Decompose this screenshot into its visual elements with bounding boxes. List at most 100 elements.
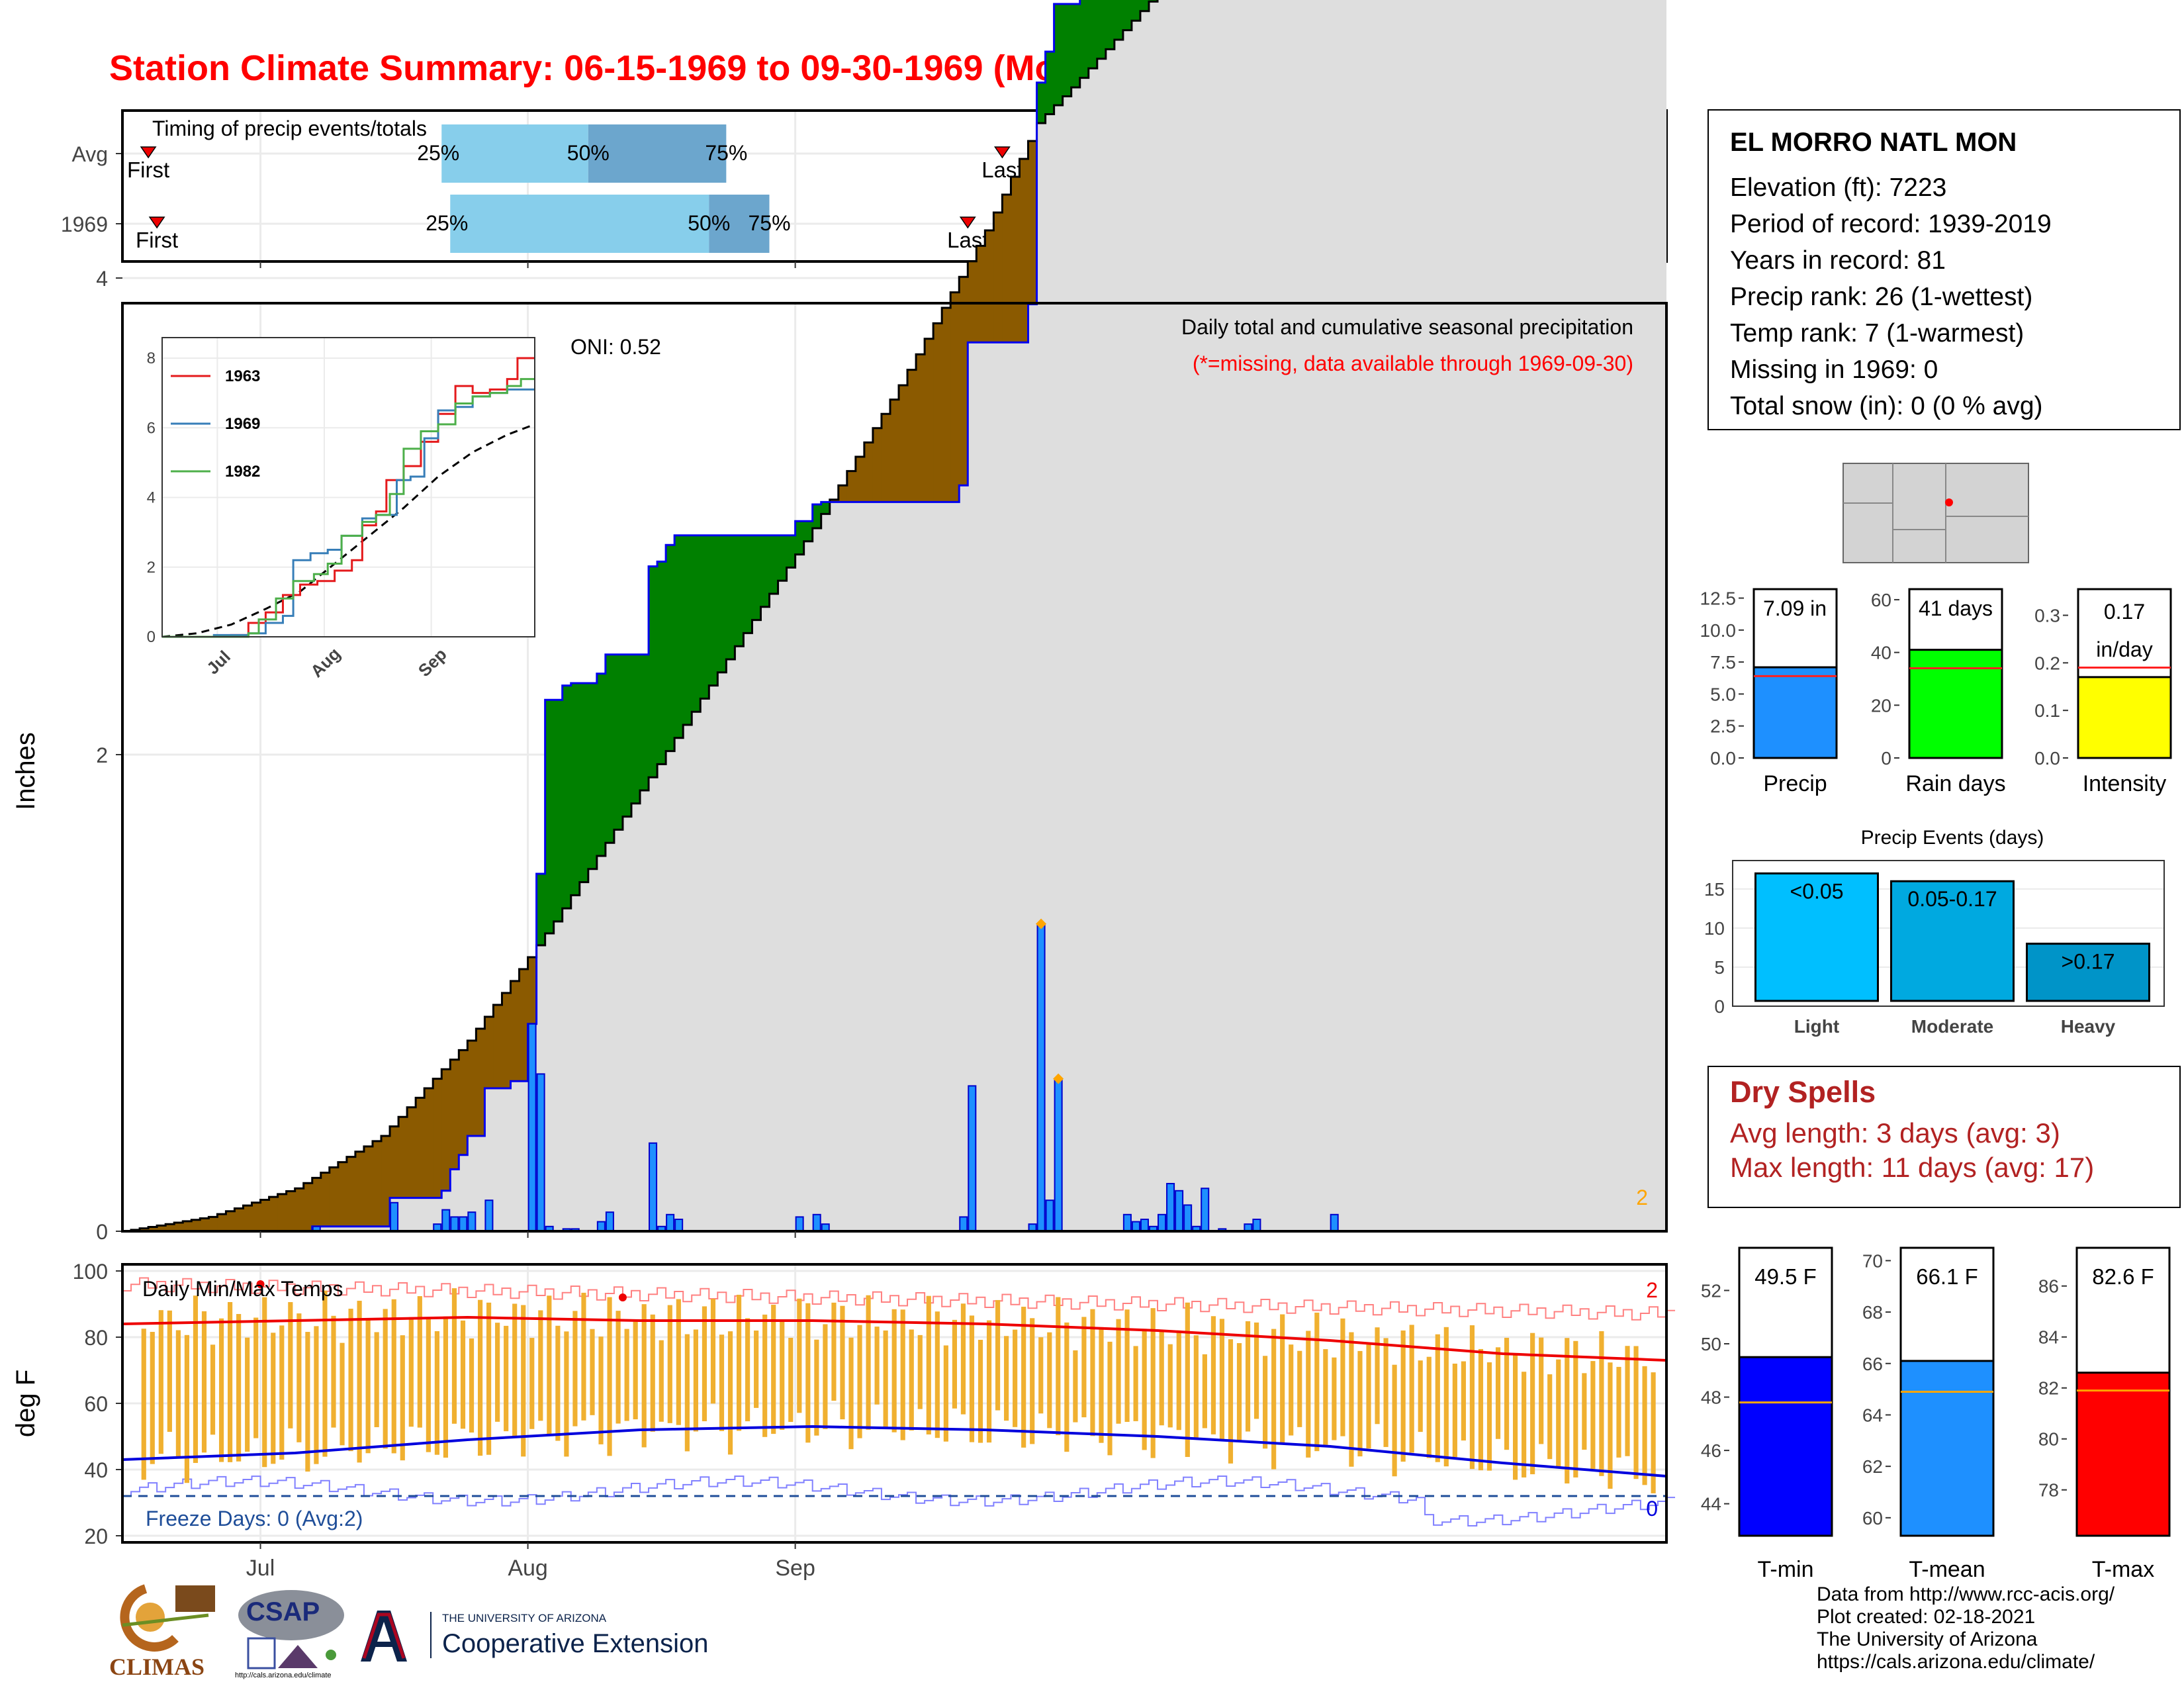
temp-daily-bar [1400, 1330, 1406, 1462]
temp-daily-bar [840, 1305, 845, 1420]
temp-daily-bar [408, 1317, 414, 1427]
temp-daily-bar [1107, 1341, 1113, 1456]
temp-daily-bar [978, 1339, 983, 1443]
precip-deficit-fill [527, 957, 537, 1024]
precip-summary-bar [1752, 666, 1838, 759]
precip-deficit-fill [277, 1194, 287, 1231]
rain-days-summary-tick-label: 0 [1881, 748, 1891, 769]
precip-daily-bar [1330, 1213, 1339, 1233]
precip-deficit-fill [234, 1208, 244, 1231]
precip-deficit-fill [381, 1136, 390, 1227]
temp-daily-bar [193, 1295, 199, 1464]
inset-y-tick-label: 6 [147, 419, 156, 437]
precip-y-tick-label: 0 [96, 1220, 108, 1244]
climas-logo-mark [120, 1584, 215, 1652]
precip-record-marker [1036, 918, 1047, 929]
temp-daily-bar [624, 1329, 629, 1421]
precip-summary-tick-label: 10.0 [1700, 620, 1737, 641]
intensity-summary-unit: in/day [2096, 637, 2152, 661]
precip-deficit-fill [433, 1078, 442, 1198]
intensity-summary-label: Intensity [2083, 771, 2167, 796]
temp-daily-bar [943, 1345, 948, 1442]
precip-surplus-fill [1088, 0, 1098, 69]
tmax-summary-tick-label: 78 [2038, 1480, 2059, 1501]
timing-bar-25-50 [450, 195, 709, 253]
temp-daily-bar [633, 1321, 638, 1420]
precip-deficit-fill [226, 1211, 236, 1231]
precip-daily-bar [1175, 1190, 1184, 1233]
temp-daily-bar [391, 1299, 396, 1454]
intensity-summary-bar [2077, 676, 2172, 759]
x-tick-label: Jul [246, 1556, 275, 1581]
precip-surplus-fill [1114, 0, 1124, 40]
tmean-summary-tick-label: 64 [1862, 1405, 1883, 1425]
precip-surplus-fill [735, 535, 745, 647]
credit-line: Data from http://www.rcc-acis.org/ [1817, 1583, 2115, 1605]
precip-deficit-fill [312, 1178, 322, 1227]
credit-line: The University of Arizona [1817, 1628, 2038, 1650]
temp-daily-bar [1081, 1317, 1087, 1418]
station-missing: Missing in 1969: 0 [1730, 355, 1938, 384]
inset-y-tick-label: 4 [147, 489, 156, 507]
temp-daily-bar [883, 1330, 888, 1427]
precip-events-title: Precip Events (days) [1861, 827, 2044, 849]
temp-daily-bar [305, 1332, 310, 1472]
temp-daily-bar [296, 1313, 302, 1442]
temp-daily-bar [762, 1314, 768, 1437]
precip-deficit-fill [260, 1199, 270, 1231]
tmin-summary-value: 49.5 F [1754, 1264, 1817, 1289]
dry-spells-panel: Dry Spells Avg length: 3 days (avg: 3) M… [1707, 1066, 2181, 1208]
rain-days-summary-label: Rain days [1905, 771, 2005, 796]
temp-daily-bar [797, 1298, 802, 1413]
temp-daily-bar [1263, 1356, 1268, 1449]
precip-deficit-fill [174, 1223, 183, 1231]
temp-daily-bar [934, 1311, 940, 1438]
temp-daily-bar [659, 1340, 664, 1422]
tmean-summary-tick-label: 66 [1862, 1354, 1883, 1374]
temp-daily-bar [1616, 1366, 1621, 1458]
precip-deficit-fill [329, 1167, 339, 1227]
temp-daily-bar [1219, 1319, 1225, 1440]
ua-a-logo-mark [361, 1611, 407, 1662]
precip-surplus-fill [674, 535, 684, 738]
precip-events-frame [1732, 860, 2165, 1007]
temp-daily-bar [1469, 1325, 1475, 1470]
precip-deficit-fill [1028, 141, 1038, 305]
temp-daily-bar [150, 1332, 155, 1464]
intensity-summary-tick-label: 0.2 [2034, 653, 2060, 673]
temp-daily-bar [167, 1310, 172, 1432]
precip-count-marker: 2 [1636, 1186, 1648, 1209]
tmean-summary-tick-label: 68 [1862, 1302, 1883, 1323]
temp-daily-bar [218, 1318, 224, 1462]
precip-deficit-fill [200, 1218, 209, 1231]
precip-base-area [122, 0, 1666, 1231]
temp-daily-bar [909, 1329, 914, 1430]
precip-surplus-fill [717, 535, 727, 673]
precip-deficit-fill [838, 485, 848, 502]
temp-y-tick-label: 80 [84, 1326, 108, 1350]
dry-spells-max: Max length: 11 days (avg: 17) [1730, 1152, 2095, 1183]
x-tick-label: Sep [775, 1556, 815, 1581]
dry-spells-title: Dry Spells [1730, 1075, 1876, 1109]
precip-surplus-fill [553, 700, 563, 921]
temp-daily-bar [426, 1317, 431, 1452]
tmin-summary-tick-label: 46 [1701, 1440, 1721, 1461]
tmax-summary-tick-label: 86 [2038, 1276, 2059, 1297]
precip-surplus-fill [562, 685, 572, 909]
temp-daily-bar [1590, 1361, 1596, 1469]
inset-series-line [162, 388, 535, 638]
precip-surplus-fill [579, 683, 589, 882]
temp-daily-bar [1504, 1337, 1510, 1450]
precip-deficit-fill [450, 1059, 459, 1170]
precip-summary-tick-label: 0.0 [1710, 748, 1736, 769]
precip-deficit-fill [355, 1151, 365, 1227]
precip-deficit-fill [148, 1227, 158, 1231]
precip-daily-bar [1036, 923, 1046, 1232]
precip-deficit-fill [1011, 177, 1021, 343]
precip-missing-note: (*=missing, data available through 1969-… [1193, 352, 1633, 375]
inset-y-tick-label: 8 [147, 350, 156, 367]
temp-daily-bar [1478, 1348, 1484, 1471]
temp-daily-bar [960, 1303, 966, 1415]
timing-last-marker [959, 216, 976, 229]
precip-summary-tick-label: 2.5 [1710, 716, 1736, 737]
